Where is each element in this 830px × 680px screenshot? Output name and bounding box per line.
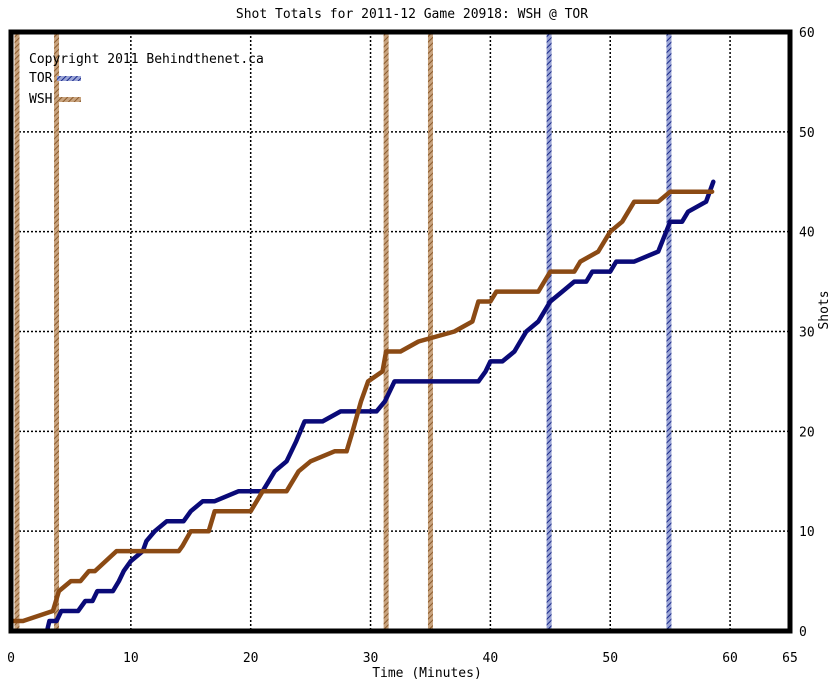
period-markers: [14, 32, 672, 631]
x-axis-label: Time (Minutes): [372, 666, 482, 680]
x-tick-label-65: 65: [782, 651, 798, 666]
y-tick-label-10: 10: [799, 525, 815, 540]
legend-swatch-tor: [57, 76, 81, 81]
x-tick-label-40: 40: [483, 651, 499, 666]
x-tick-label-50: 50: [602, 651, 618, 666]
x-axis-ticks: 0 10 20 30 40 50 60 65: [7, 651, 798, 666]
plot-frame: [8, 29, 793, 634]
legend: TOR WSH: [29, 71, 81, 107]
marker-wsh-0: [14, 32, 20, 631]
legend-label-tor: TOR: [29, 71, 53, 86]
marker-wsh-2: [383, 32, 389, 631]
y-axis-label: Shots: [817, 290, 830, 329]
y-tick-label-0: 0: [799, 625, 807, 640]
chart-title: Shot Totals for 2011-12 Game 20918: WSH …: [236, 7, 588, 22]
marker-tor-4: [546, 32, 552, 631]
marker-tor-5: [666, 32, 672, 631]
series-line-wsh: [8, 189, 715, 624]
gridlines: [11, 32, 790, 631]
x-tick-label-30: 30: [363, 651, 379, 666]
y-tick-label-50: 50: [799, 126, 815, 141]
marker-wsh-1: [54, 32, 60, 631]
y-tick-label-20: 20: [799, 425, 815, 440]
series-line-tor: [8, 179, 716, 634]
x-tick-label-10: 10: [123, 651, 139, 666]
marker-wsh-3: [427, 32, 433, 631]
legend-swatch-wsh: [57, 97, 81, 102]
series-lines: [8, 179, 716, 634]
legend-label-wsh: WSH: [29, 92, 52, 107]
y-tick-label-30: 30: [799, 326, 815, 341]
y-tick-label-60: 60: [799, 26, 815, 41]
copyright-text: Copyright 2011 Behindthenet.ca: [29, 52, 264, 67]
y-axis-ticks: 0 10 20 30 40 50 60: [799, 26, 815, 640]
x-tick-label-60: 60: [722, 651, 738, 666]
x-tick-label-0: 0: [7, 651, 15, 666]
y-tick-label-40: 40: [799, 226, 815, 241]
x-tick-label-20: 20: [243, 651, 259, 666]
